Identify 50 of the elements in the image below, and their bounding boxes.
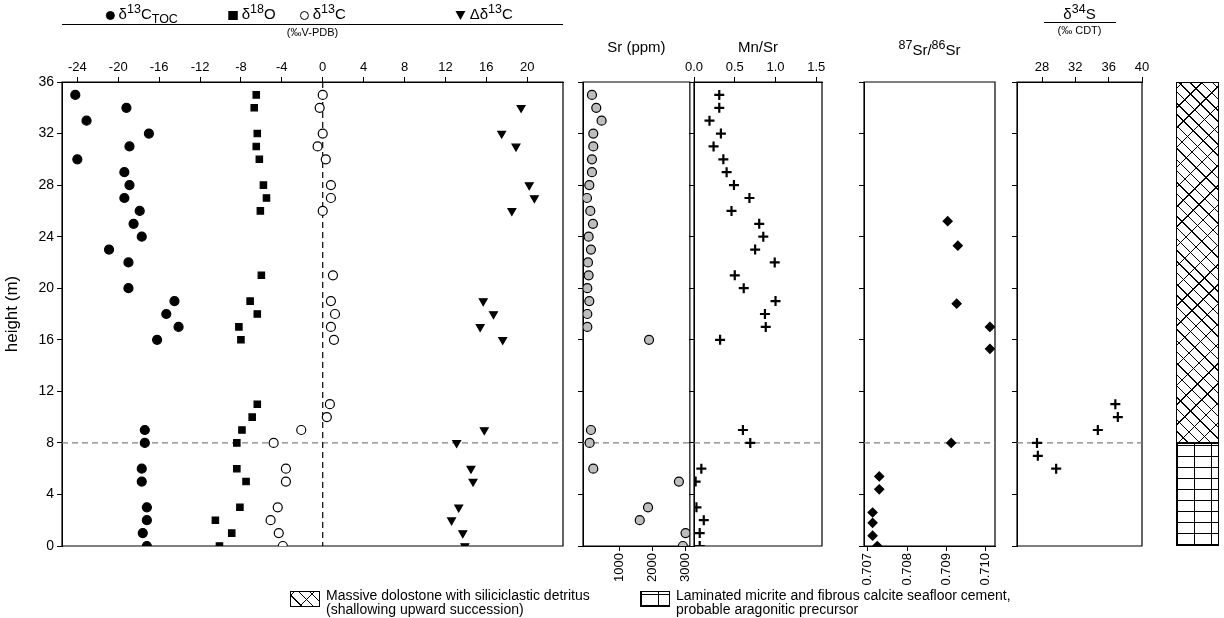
x-tick-label: 1.0 [766, 58, 785, 74]
y-tick-label: 28 [38, 175, 55, 192]
x-tick-label: 20 [519, 58, 535, 74]
legend-label: δ$^{13}$C$_{TOC}$ [117, 2, 178, 26]
legend-label: δ$^{18}$O [240, 2, 276, 22]
y-tick-label: 0 [46, 536, 55, 553]
x-tick-label: 4 [360, 58, 368, 74]
chart-title: $^{87}$Sr/$^{86}$Sr [898, 38, 961, 58]
x-tick-label: 0.5 [725, 58, 744, 74]
x-tick-label: -16 [149, 58, 169, 74]
y-tick-label: 12 [38, 382, 55, 399]
x-tick-label: 40 [1134, 58, 1150, 74]
y-tick-label: 4 [46, 485, 55, 502]
y-tick-label: 32 [38, 124, 55, 141]
x-tick-label: -8 [235, 58, 247, 74]
x-tick-label: 0.707 [859, 553, 875, 586]
y-tick-label: 8 [46, 433, 55, 450]
legend-label: δ$^{13}$C [311, 2, 346, 22]
chart-title: δ$^{34}$S [1063, 2, 1096, 22]
y-axis-title: height (m) [1, 275, 21, 353]
x-tick-label: 1000 [611, 553, 627, 582]
y-tick-label: 24 [38, 227, 55, 244]
chart-title: Sr (ppm) [607, 38, 666, 55]
x-tick-label: 0.710 [976, 553, 992, 586]
x-tick-label: -24 [67, 58, 87, 74]
x-tick-label: 0 [319, 58, 327, 74]
legend-label: Δδ$^{13}$C [468, 2, 513, 22]
x-tick-label: 2000 [644, 553, 660, 582]
x-tick-label: 28 [1034, 58, 1050, 74]
x-tick-label: -12 [190, 58, 210, 74]
x-tick-label: 1.5 [807, 58, 826, 74]
x-axis-title: (‰V-PDB) [286, 26, 339, 38]
x-tick-label: 12 [438, 58, 453, 74]
text: Massive dolostone with siliciclastic detritus (shallowing upward succession) [326, 587, 591, 617]
x-tick-label: 0.708 [898, 553, 914, 586]
chart-title: Mn/Sr [737, 38, 779, 55]
x-tick-label: -20 [108, 58, 128, 74]
x-axis-title: (‰ CDT) [1057, 24, 1102, 36]
x-tick-label: 8 [400, 58, 409, 74]
x-tick-label: 16 [479, 58, 494, 74]
x-tick-label: 0.709 [937, 553, 953, 586]
x-tick-label: 32 [1068, 58, 1083, 74]
y-tick-label: 36 [38, 72, 55, 89]
x-tick-label: 36 [1101, 58, 1116, 74]
y-tick-label: 20 [38, 279, 55, 296]
x-tick-label: 3000 [677, 553, 693, 582]
x-tick-label: -4 [276, 58, 288, 74]
text: Laminated micrite and fibrous calcite seafloor cement, probable aragonitic precursor [676, 587, 1012, 617]
y-tick-label: 16 [38, 330, 55, 347]
x-tick-label: 0.0 [684, 58, 704, 74]
